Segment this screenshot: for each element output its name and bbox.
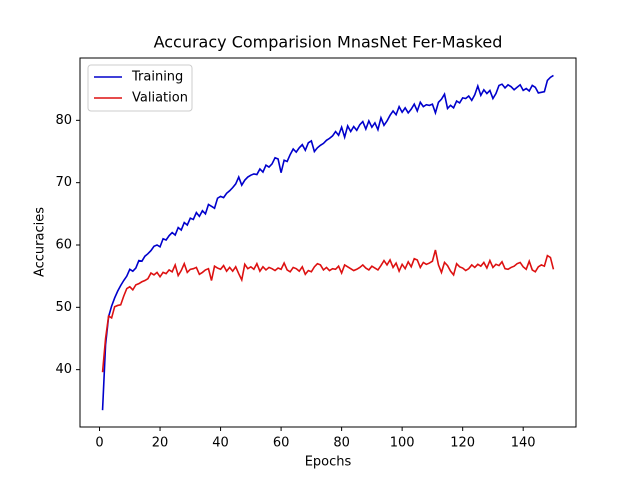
x-tick-label: 40 <box>212 436 229 451</box>
x-tick-label: 80 <box>333 436 350 451</box>
chart-title: Accuracy Comparision MnasNet Fer-Masked <box>154 33 503 52</box>
x-tick-label: 100 <box>390 436 415 451</box>
y-tick-label: 60 <box>55 237 72 252</box>
y-tick-label: 70 <box>55 175 72 190</box>
legend-label: Training <box>131 70 183 85</box>
x-tick-label: 140 <box>511 436 536 451</box>
legend-label: Valiation <box>132 91 188 106</box>
y-tick-label: 40 <box>55 362 72 377</box>
x-tick-label: 120 <box>450 436 475 451</box>
y-axis-label: Accuracies <box>33 207 48 277</box>
y-tick-label: 80 <box>55 113 72 128</box>
plot-frame <box>79 57 577 428</box>
line-series <box>101 249 555 373</box>
x-tick-label: 60 <box>273 436 290 451</box>
x-axis-label: Epochs <box>305 455 352 470</box>
y-tick-label: 50 <box>55 300 72 315</box>
x-tick-label: 20 <box>152 436 169 451</box>
x-tick-label: 0 <box>95 436 103 451</box>
line-series <box>101 74 554 411</box>
